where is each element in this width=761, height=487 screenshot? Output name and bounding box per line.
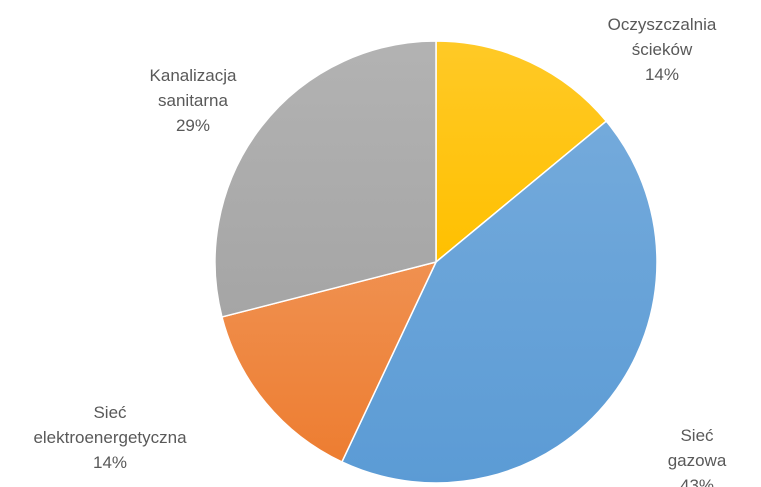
slice-label: Oczyszczalnia ścieków 14% — [608, 12, 717, 87]
pie-slice — [340, 120, 658, 484]
value-label: 29% — [175, 116, 211, 135]
pie-slice — [214, 40, 437, 318]
value-label: 14% — [92, 453, 128, 472]
value-label: 43% — [679, 476, 715, 487]
pie-slice — [221, 260, 438, 463]
value-label: 14% — [644, 65, 680, 84]
category-label: Oczyszczalnia ścieków — [607, 15, 717, 59]
category-label: Sieć gazowa — [667, 426, 727, 470]
slice-label: Sieć elektroenergetyczna 14% — [33, 400, 186, 475]
slice-label: Kanalizacja sanitarna 29% — [150, 63, 237, 138]
pie-slice — [435, 40, 608, 264]
slice-label: Sieć gazowa 43% — [665, 423, 729, 487]
category-label: Sieć elektroenergetyczna — [33, 403, 187, 447]
category-label: Kanalizacja sanitarna — [149, 66, 237, 110]
